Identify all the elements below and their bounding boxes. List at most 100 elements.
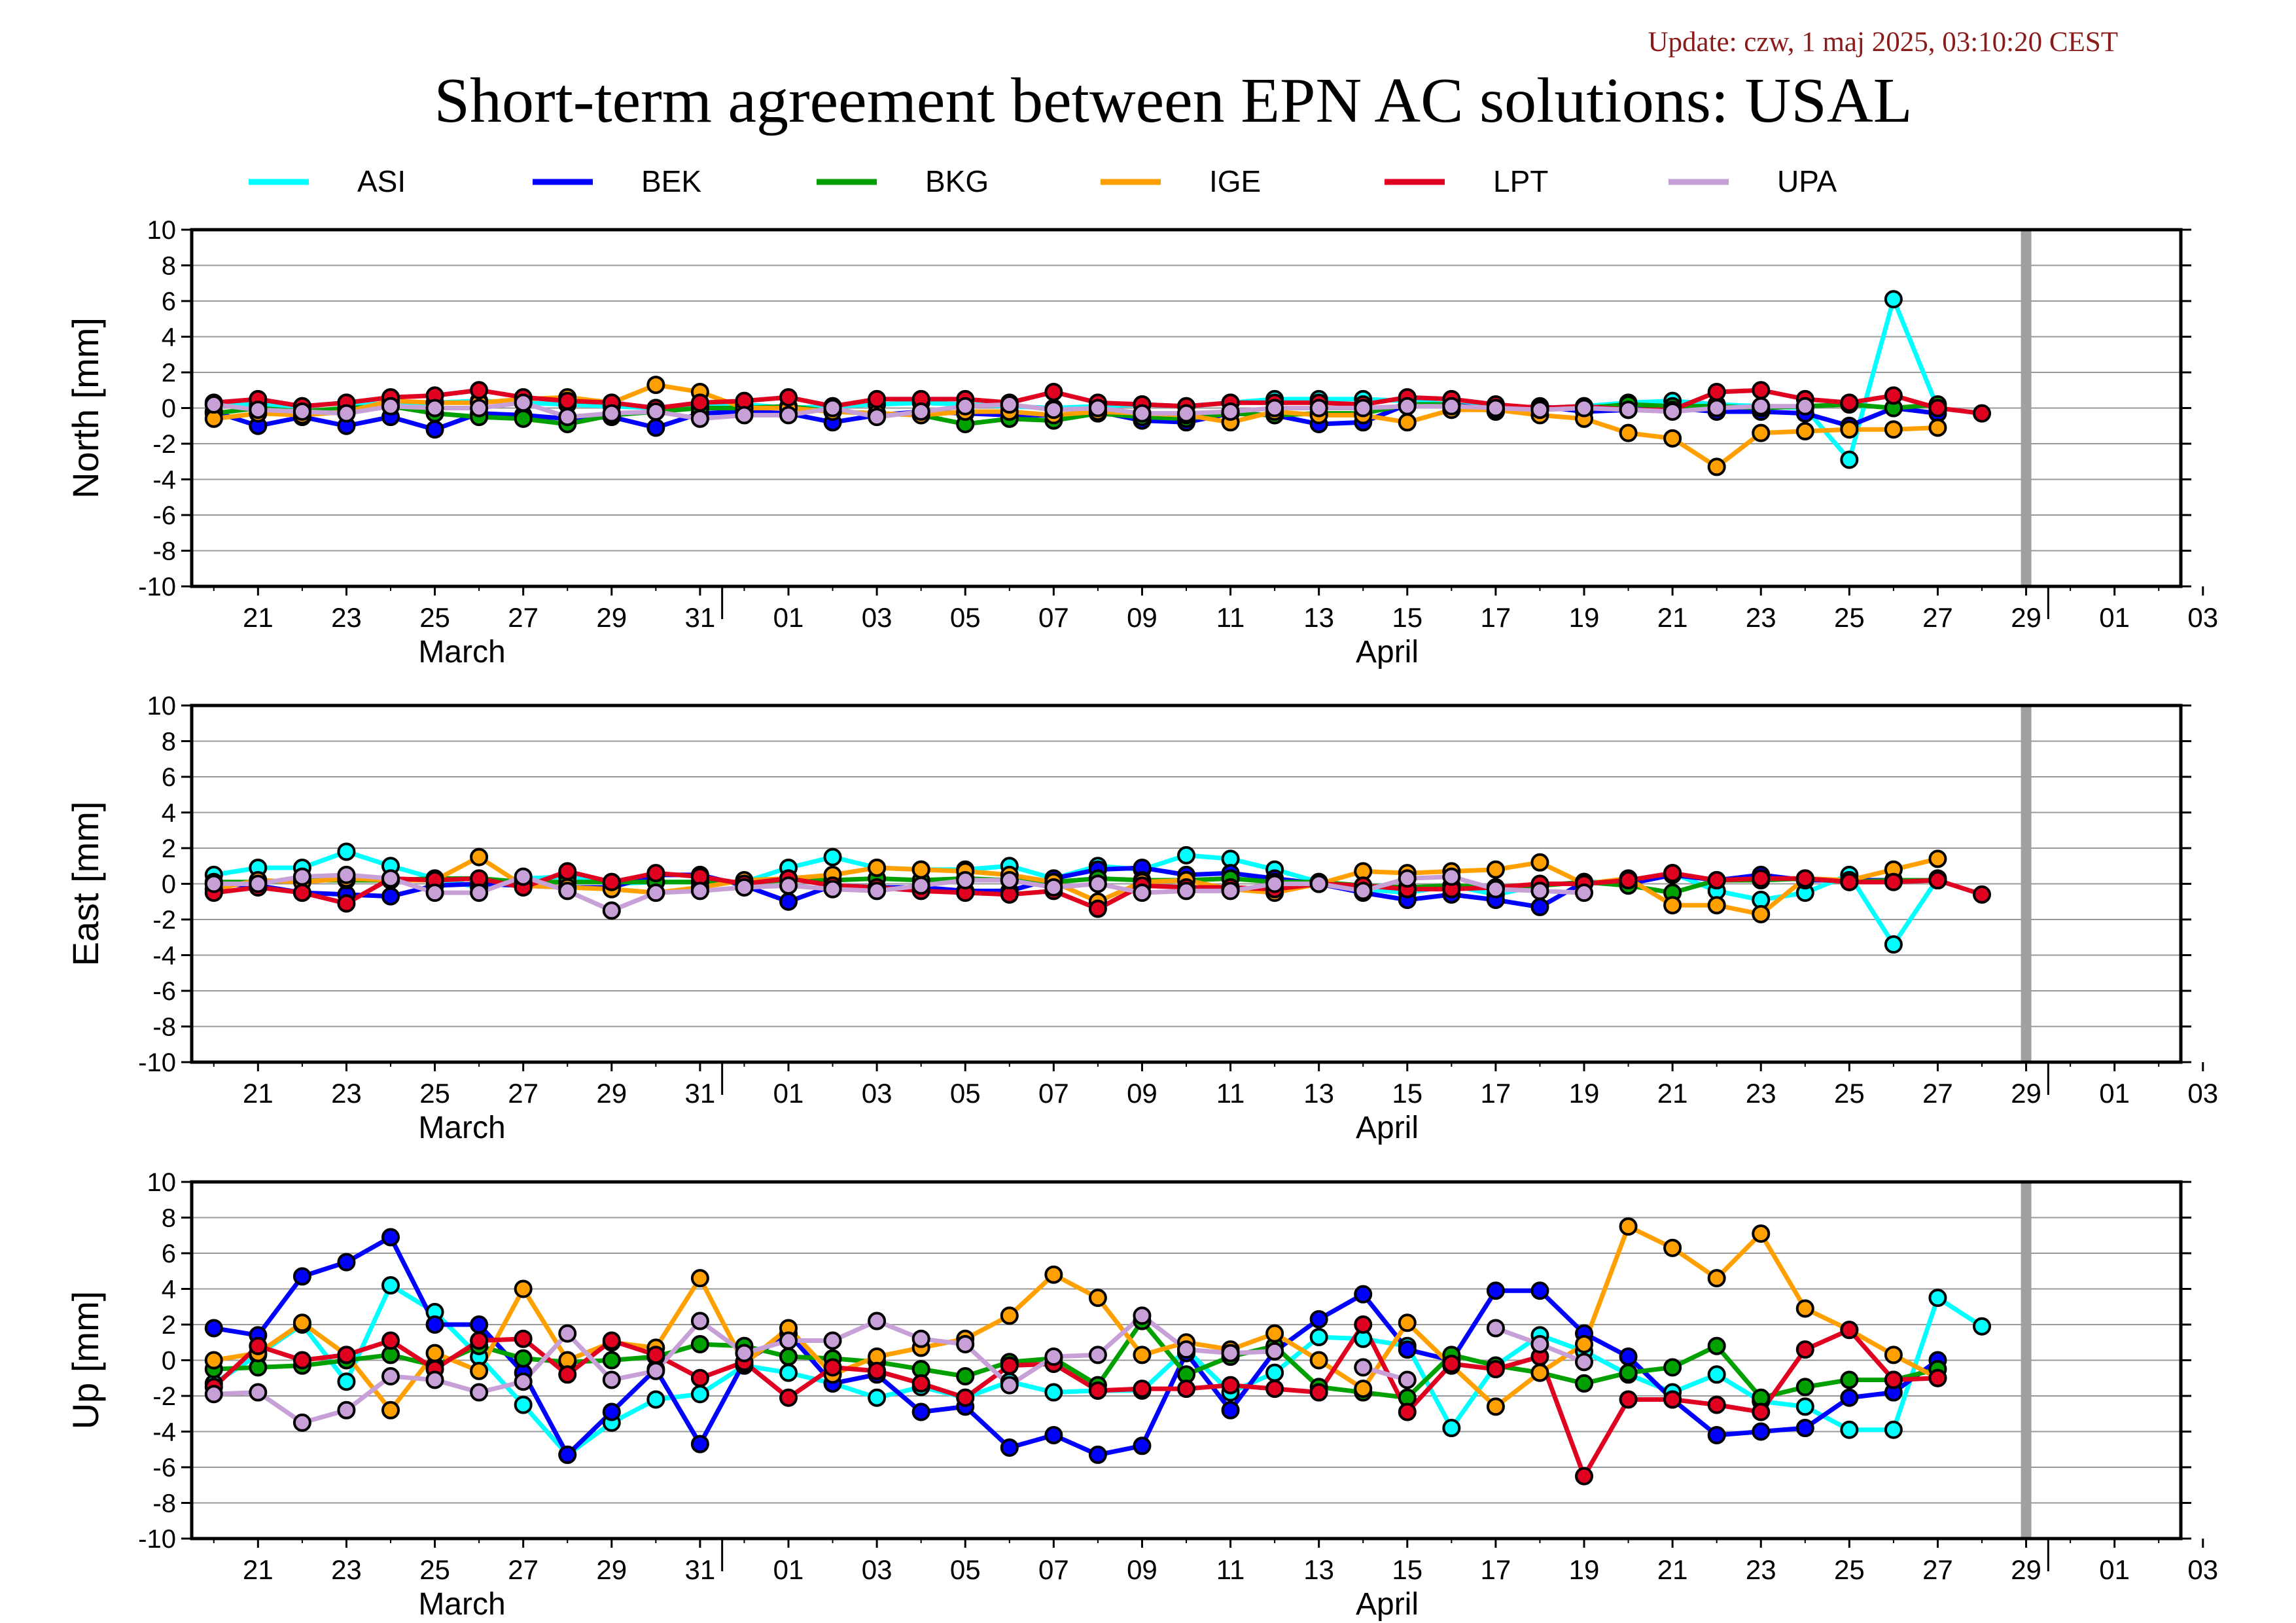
data-point-upa — [735, 878, 754, 897]
data-point-asi — [690, 1385, 709, 1404]
data-point-upa — [1088, 874, 1107, 893]
x-tick-label: 23 — [1746, 1554, 1776, 1585]
data-point-upa — [292, 402, 311, 421]
panel-east: 10 8 6 4 2 0 -2 -4 -6 -8 -10 21 23 25 27 29 31 01 03 05 07 09… — [65, 692, 2218, 1145]
data-point-lpt — [868, 389, 887, 408]
data-point-upa — [646, 402, 665, 421]
y-tick-label: -2 — [152, 1382, 176, 1411]
data-point-ige — [1707, 896, 1726, 915]
update-timestamp: Update: czw, 1 maj 2025, 03:10:20 CEST — [1648, 27, 2118, 58]
x-tick-label: 27 — [1922, 1554, 1953, 1585]
data-point-upa — [1752, 397, 1771, 416]
data-point-lpt — [1088, 899, 1107, 918]
x-tick-label: 25 — [419, 1554, 450, 1585]
data-point-bkg — [1575, 1374, 1593, 1393]
data-point-lpt — [1884, 872, 1903, 891]
x-tick-label: 19 — [1569, 1078, 1600, 1109]
data-point-upa — [249, 401, 268, 419]
data-point-asi — [337, 842, 356, 861]
data-point-upa — [1177, 1340, 1195, 1359]
data-point-bek — [381, 1228, 400, 1247]
data-point-upa — [425, 1370, 444, 1389]
data-gap-bar — [2021, 1182, 2032, 1539]
y-tick-label: 4 — [162, 799, 176, 828]
data-point-ige — [1795, 421, 1814, 440]
data-point-upa — [1133, 404, 1152, 423]
month-label-march: March — [418, 1111, 505, 1145]
series-group — [204, 1217, 1991, 1486]
data-point-upa — [1000, 871, 1019, 890]
data-point-upa — [1221, 882, 1240, 901]
data-point-upa — [1265, 399, 1284, 418]
x-tick-label: 31 — [685, 1078, 716, 1109]
x-tick-label: 05 — [950, 1078, 981, 1109]
data-point-lpt — [292, 1351, 311, 1370]
data-point-upa — [204, 395, 223, 414]
data-point-upa — [1398, 1370, 1417, 1389]
y-tick-label: 6 — [162, 763, 176, 792]
y-tick-label: 10 — [147, 216, 177, 245]
data-point-bek — [1221, 1400, 1240, 1419]
y-tick-label: -8 — [152, 1489, 176, 1518]
data-point-upa — [823, 880, 842, 899]
data-point-lpt — [1663, 864, 1682, 883]
x-tick-label: 25 — [419, 1078, 450, 1109]
x-tick-label: 01 — [2099, 1554, 2130, 1585]
data-point-ige — [470, 847, 489, 866]
data-point-lpt — [868, 1361, 887, 1380]
y-tick-label: 4 — [162, 323, 176, 352]
data-point-bek — [470, 1315, 489, 1334]
data-point-bek — [1619, 1347, 1638, 1366]
data-point-lpt — [1663, 1390, 1682, 1409]
data-point-asi — [1884, 1420, 1903, 1439]
data-point-ige — [381, 1400, 400, 1419]
data-point-bkg — [956, 1367, 975, 1386]
data-point-lpt — [1619, 871, 1638, 890]
data-point-upa — [911, 876, 930, 895]
data-point-lpt — [1442, 1354, 1461, 1373]
data-point-lpt — [1884, 1370, 1903, 1389]
data-point-lpt — [470, 381, 489, 400]
data-point-upa — [558, 1324, 577, 1343]
x-tick-label: 29 — [596, 1554, 627, 1585]
data-point-upa — [1442, 867, 1461, 886]
data-point-ige — [1575, 1334, 1593, 1353]
data-point-bek — [381, 887, 400, 906]
data-point-upa — [204, 874, 223, 893]
data-point-lpt — [956, 1388, 975, 1407]
y-axis-label: North [mm] — [65, 317, 106, 499]
data-point-lpt — [1044, 382, 1063, 401]
y-tick-label: -6 — [152, 501, 176, 530]
data-point-lpt — [249, 1336, 268, 1355]
data-point-ige — [1707, 1269, 1726, 1288]
data-point-ige — [690, 1269, 709, 1288]
data-point-bek — [779, 892, 798, 911]
data-gap-bar — [2021, 230, 2032, 586]
x-tick-label: 25 — [419, 602, 450, 633]
data-point-asi — [1884, 290, 1903, 309]
data-point-upa — [381, 397, 400, 416]
data-point-ige — [1265, 1324, 1284, 1343]
data-point-upa — [1707, 399, 1726, 418]
series-line-bkg — [213, 402, 1938, 427]
data-point-bek — [1486, 1281, 1505, 1300]
x-tick-label: 13 — [1303, 602, 1334, 633]
y-tick-label: 2 — [162, 1311, 176, 1340]
series-line-ige — [213, 382, 1938, 469]
data-point-upa — [868, 1311, 887, 1330]
y-tick-label: -4 — [152, 1418, 176, 1447]
data-point-upa — [602, 1370, 621, 1389]
data-point-upa — [249, 1383, 268, 1402]
data-point-lpt — [1398, 1402, 1417, 1421]
data-point-ige — [1133, 1346, 1152, 1364]
data-point-lpt — [558, 391, 577, 410]
x-tick-label: 01 — [773, 1078, 804, 1109]
data-point-upa — [425, 399, 444, 418]
data-point-ige — [1752, 1224, 1771, 1243]
data-point-upa — [425, 883, 444, 902]
panel-up: 10 8 6 4 2 0 -2 -4 -6 -8 -10 21 23 25 27 29 31 01 03 05 07 09… — [65, 1168, 2218, 1622]
data-point-upa — [823, 1331, 842, 1350]
data-point-upa — [1354, 399, 1373, 418]
y-tick-label: 4 — [162, 1275, 176, 1304]
data-point-lpt — [1486, 1360, 1505, 1379]
